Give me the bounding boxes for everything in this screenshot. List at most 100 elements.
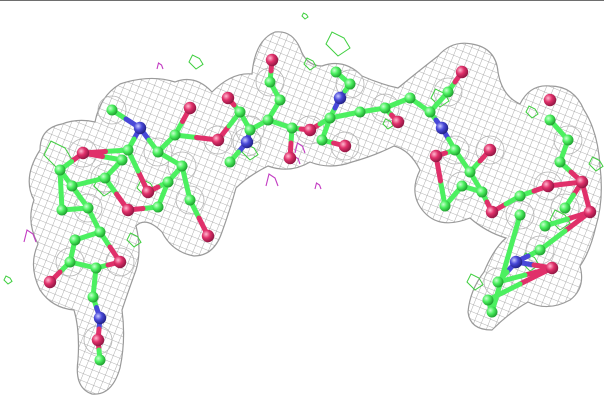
carbon-atom: [456, 180, 468, 192]
density-contour: [55, 247, 85, 277]
oxygen-atom: [283, 151, 297, 165]
carbon-atom: [316, 134, 328, 146]
carbon-atom: [64, 256, 76, 268]
carbon-atom: [54, 164, 66, 176]
carbon-atom: [562, 134, 574, 146]
carbon-atom: [152, 201, 164, 213]
carbon-atom: [82, 202, 94, 214]
density-contour: [105, 247, 135, 277]
oxygen-atom: [338, 139, 352, 153]
carbon-atom: [264, 76, 276, 88]
oxygen-atom: [43, 275, 57, 289]
carbon-atom: [344, 78, 356, 90]
density-mesh-outline: [28, 31, 602, 395]
oxygen-atom: [211, 133, 225, 147]
carbon-atom: [286, 122, 298, 134]
positive-difference-density: [325, 31, 351, 57]
positive-difference-density: [525, 105, 539, 119]
positive-difference-density: [188, 54, 204, 70]
nitrogen-atom: [333, 91, 347, 105]
density-contour: [167, 151, 197, 181]
carbon-atom: [424, 106, 436, 118]
negative-difference-density: [156, 62, 164, 70]
oxygen-atom: [113, 255, 127, 269]
negative-difference-density: [314, 182, 322, 190]
carbon-atom: [354, 106, 366, 118]
carbon-atom: [162, 176, 174, 188]
oxygen-atom: [141, 185, 155, 199]
negative-difference-density: [294, 142, 306, 154]
carbon-atom: [176, 160, 188, 172]
carbon-atom: [94, 226, 106, 238]
carbon-atom: [169, 129, 181, 141]
density-contour: [97, 95, 127, 125]
oxygen-atom: [76, 146, 90, 160]
frame-top-rule: [0, 0, 604, 1]
oxygen-atom: [545, 261, 559, 275]
nitrogen-atom: [240, 135, 254, 149]
oxygen-atom: [121, 203, 135, 217]
oxygen-atom: [541, 179, 555, 193]
positive-difference-density: [466, 273, 484, 291]
oxygen-atom: [303, 123, 317, 137]
oxygen-atom: [429, 149, 443, 163]
density-contour: [553, 125, 583, 155]
positive-difference-density: [126, 232, 142, 248]
positive-difference-density: [303, 57, 317, 71]
carbon-atom: [324, 112, 336, 124]
carbon-atom: [486, 306, 498, 318]
negative-difference-density: [23, 229, 37, 243]
carbon-atom: [66, 180, 78, 192]
density-contour: [440, 135, 470, 165]
carbon-atom: [116, 154, 128, 166]
carbon-atom: [514, 190, 526, 202]
carbon-atom: [404, 92, 416, 104]
carbon-atom: [69, 234, 81, 246]
carbon-atom: [559, 202, 571, 214]
oxygen-atom: [221, 91, 235, 105]
density-contour: [335, 69, 365, 99]
carbon-atom: [87, 291, 99, 303]
positive-difference-density: [301, 12, 309, 20]
oxygen-atom: [485, 205, 499, 219]
carbon-atom: [464, 166, 476, 178]
density-contour: [475, 135, 505, 165]
carbon-atom: [99, 172, 111, 184]
carbon-atom: [90, 262, 102, 274]
carbon-atom: [224, 156, 236, 168]
positive-difference-density: [520, 252, 540, 272]
negative-difference-density: [265, 173, 279, 187]
carbon-atom: [514, 209, 526, 221]
oxygen-atom: [183, 101, 197, 115]
nitrogen-atom: [133, 121, 147, 135]
bond-stick: [489, 261, 509, 315]
nitrogen-atom: [93, 311, 107, 325]
oxygen-atom: [391, 115, 405, 129]
oxygen-atom: [455, 65, 469, 79]
positive-difference-density: [382, 118, 394, 130]
density-contour: [90, 163, 120, 193]
carbon-atom: [94, 354, 106, 366]
oxygen-atom: [575, 175, 589, 189]
carbon-atom: [492, 276, 504, 288]
density-contour: [330, 131, 360, 161]
positive-difference-density: [3, 275, 13, 285]
carbon-atom: [152, 146, 164, 158]
carbon-atom: [482, 294, 494, 306]
carbon-atom: [274, 94, 286, 106]
oxygen-atom: [583, 205, 597, 219]
oxygen-atom: [265, 53, 279, 67]
density-contour: [143, 137, 173, 167]
carbon-atom: [184, 194, 196, 206]
oxygen-atom: [91, 333, 105, 347]
carbon-atom: [56, 204, 68, 216]
carbon-atom: [262, 114, 274, 126]
density-contour: [175, 185, 205, 215]
carbon-atom: [544, 114, 556, 126]
carbon-atom: [449, 144, 461, 156]
carbon-atom: [106, 104, 118, 116]
oxygen-atom: [201, 229, 215, 243]
atom-layer: [43, 53, 597, 366]
